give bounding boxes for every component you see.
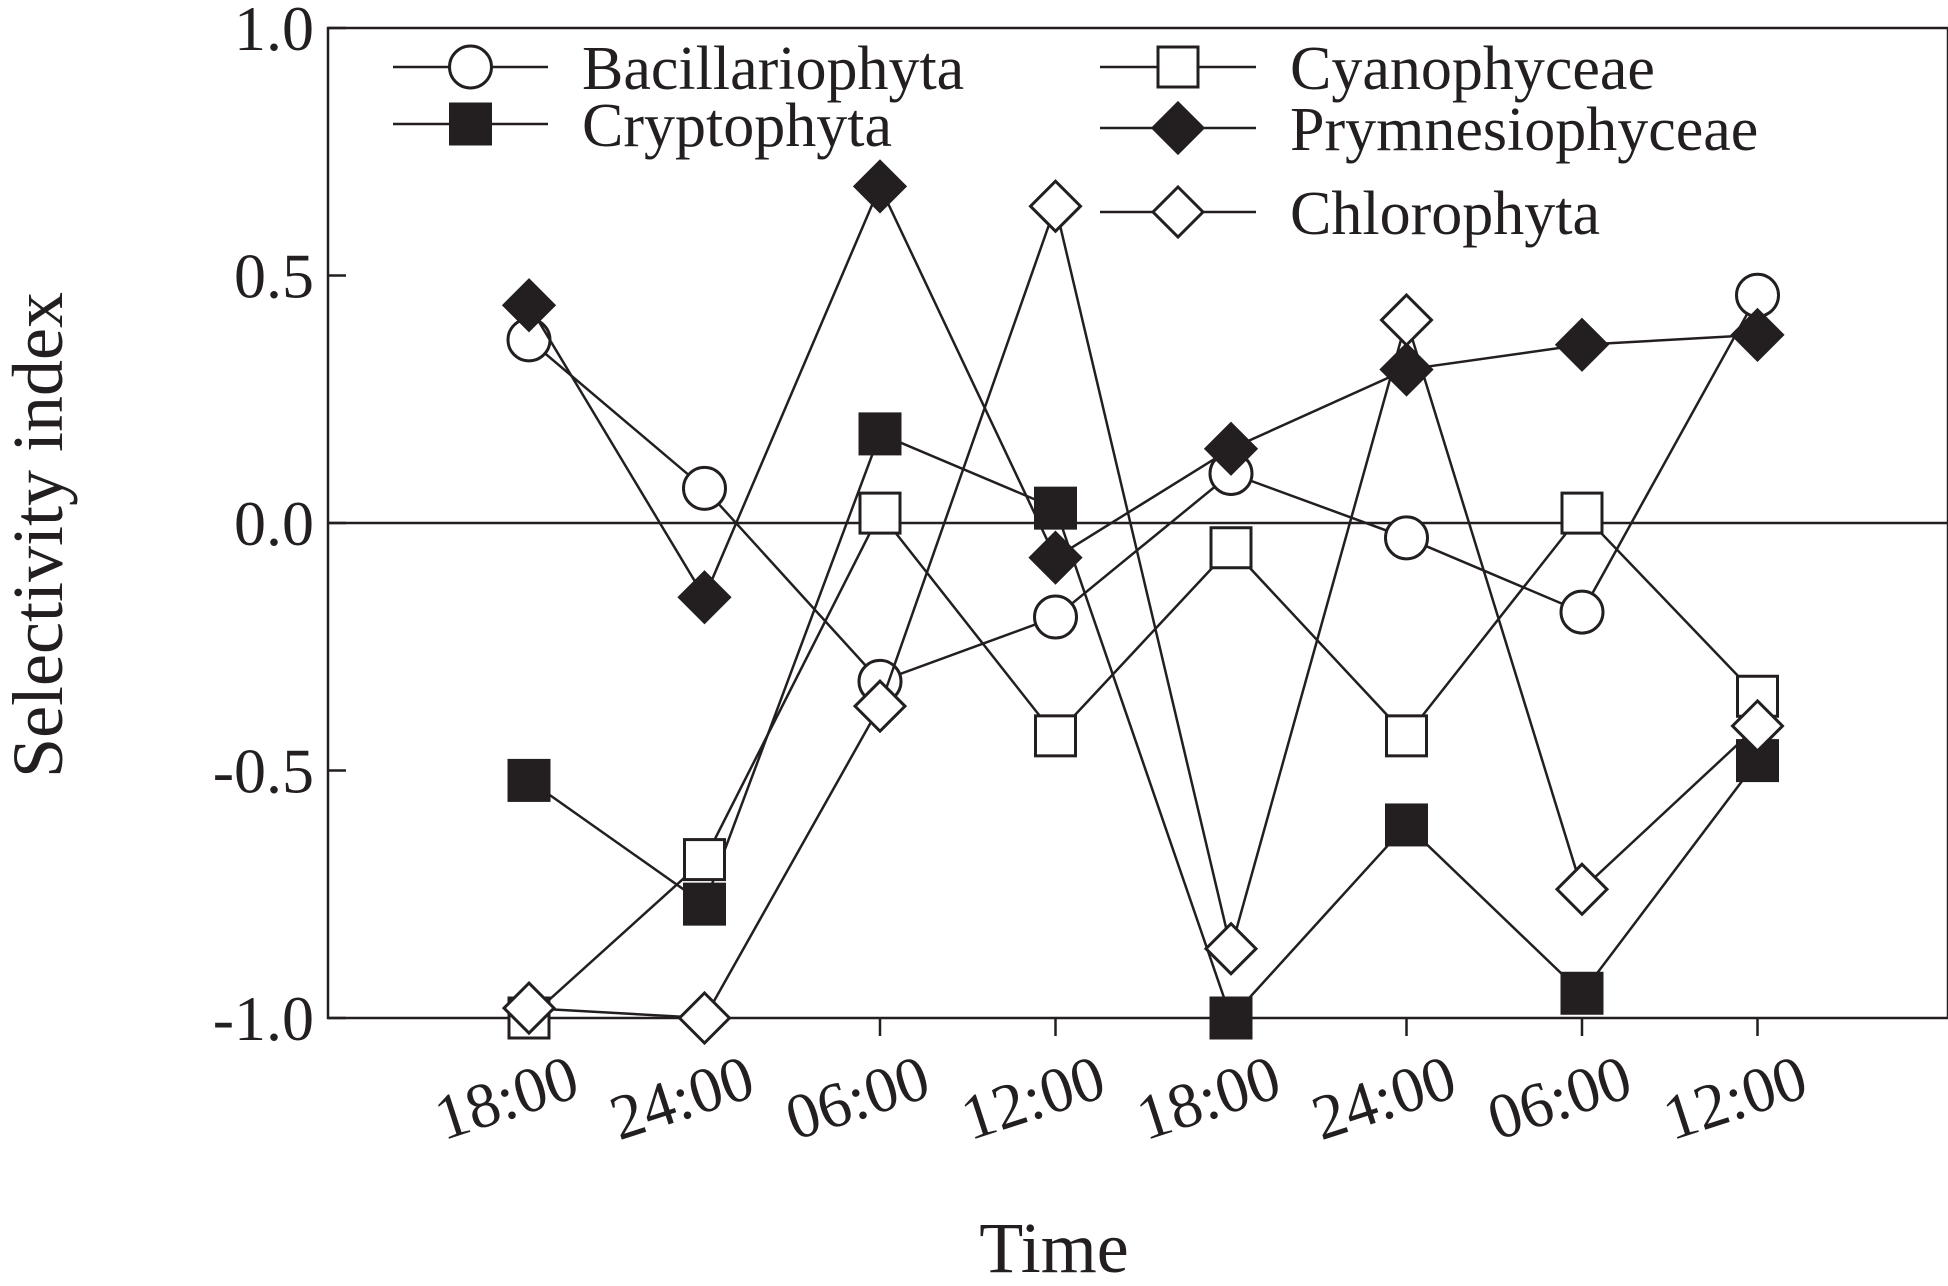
x-tick-label: 24:00 <box>1304 1041 1465 1154</box>
legend-marker-cryptophyta <box>449 102 492 146</box>
y-axis-ticks: -1.0 -0.5 0.0 0.5 1.0 <box>213 0 346 1054</box>
legend-item-bacillariophyta: Bacillariophyta <box>393 35 964 103</box>
y-tick-label: 0.5 <box>234 241 314 312</box>
legend-marker-prymnesiophyceae <box>1150 100 1206 156</box>
data-point-cryptophyta <box>507 758 551 802</box>
legend-item-chlorophyta: Chlorophyta <box>1100 180 1600 248</box>
x-tick-label: 24:00 <box>602 1041 763 1154</box>
x-axis-title: Time <box>979 1208 1128 1286</box>
data-point-cryptophyta <box>858 412 902 456</box>
data-point-cryptophyta <box>1209 996 1253 1040</box>
legend-marker-cyanophyceae <box>1156 45 1200 89</box>
series-prymnesiophyceae <box>501 159 1785 625</box>
legend-item-cyanophyceae: Cyanophyceae <box>1100 35 1655 103</box>
x-tick-label: 06:00 <box>1479 1041 1640 1154</box>
y-tick-label: 1.0 <box>234 0 314 64</box>
series-line-bacillariophyta <box>528 294 1759 683</box>
data-point-cyanophyceae <box>1385 714 1428 758</box>
y-axis-title: Selectivity index <box>0 292 78 778</box>
x-tick-label: 18:00 <box>426 1041 587 1154</box>
series-line-cryptophyta <box>528 432 1759 1021</box>
data-point-bacillariophyta <box>1033 594 1078 640</box>
y-tick-label: -0.5 <box>213 736 314 807</box>
data-point-chlorophyta <box>1203 921 1259 976</box>
data-point-chlorophyta <box>1379 292 1434 348</box>
data-point-prymnesiophyceae <box>1554 317 1610 372</box>
series-line-cyanophyceae <box>528 510 1759 1019</box>
y-tick-label: 0.0 <box>234 488 314 559</box>
legend-label-cyanophyceae: Cyanophyceae <box>1290 35 1655 103</box>
data-point-prymnesiophyceae <box>677 570 732 625</box>
legend-label-bacillariophyta: Bacillariophyta <box>582 35 964 103</box>
data-point-cyanophyceae <box>1560 491 1604 535</box>
x-axis-ticks: 18:00 24:00 06:00 12:00 18:00 24:00 06:00 12:00 <box>426 1018 1815 1154</box>
data-point-cryptophyta <box>1385 803 1428 847</box>
legend-item-cryptophyta: Cryptophyta <box>393 92 892 160</box>
data-point-prymnesiophyceae <box>1028 530 1083 585</box>
data-point-bacillariophyta <box>1559 589 1605 635</box>
legend-label-cryptophyta: Cryptophyta <box>582 92 892 160</box>
series-cryptophyta <box>507 412 1779 1040</box>
x-tick-label: 12:00 <box>1655 1041 1816 1154</box>
x-tick-label: 12:00 <box>953 1041 1114 1154</box>
legend-marker-bacillariophyta <box>448 44 493 90</box>
data-point-cyanophyceae <box>1209 526 1253 570</box>
data-point-cyanophyceae <box>1034 714 1077 758</box>
legend-label-prymnesiophyceae: Prymnesiophyceae <box>1290 96 1758 164</box>
legend-item-prymnesiophyceae: Prymnesiophyceae <box>1100 96 1758 164</box>
legend-label-chlorophyta: Chlorophyta <box>1290 180 1600 248</box>
data-point-bacillariophyta <box>682 465 727 511</box>
data-point-chlorophyta <box>1730 698 1785 754</box>
series-line-prymnesiophyceae <box>527 183 1758 600</box>
data-point-prymnesiophyceae <box>1730 307 1785 363</box>
data-point-chlorophyta <box>677 990 732 1046</box>
data-point-cryptophyta <box>683 882 726 926</box>
series-line-chlorophyta <box>528 201 1759 1020</box>
legend-marker-chlorophyta <box>1150 184 1206 240</box>
data-point-cryptophyta <box>1034 486 1077 530</box>
data-point-bacillariophyta <box>1384 515 1429 561</box>
data-point-cyanophyceae <box>683 838 726 882</box>
data-point-chlorophyta <box>1554 862 1610 917</box>
data-point-prymnesiophyceae <box>1203 421 1259 476</box>
data-point-prymnesiophyceae <box>501 278 557 333</box>
data-point-cyanophyceae <box>858 491 902 535</box>
x-tick-label: 06:00 <box>777 1041 938 1154</box>
series-chlorophyta <box>501 179 1785 1046</box>
x-tick-label: 18:00 <box>1128 1041 1289 1154</box>
data-point-prymnesiophyceae <box>852 159 908 214</box>
y-tick-label: -1.0 <box>213 983 314 1054</box>
data-point-chlorophyta <box>501 980 557 1036</box>
data-point-chlorophyta <box>1028 179 1083 234</box>
data-point-chlorophyta <box>852 679 908 734</box>
data-point-cryptophyta <box>1560 971 1604 1015</box>
series-layer <box>501 159 1785 1046</box>
